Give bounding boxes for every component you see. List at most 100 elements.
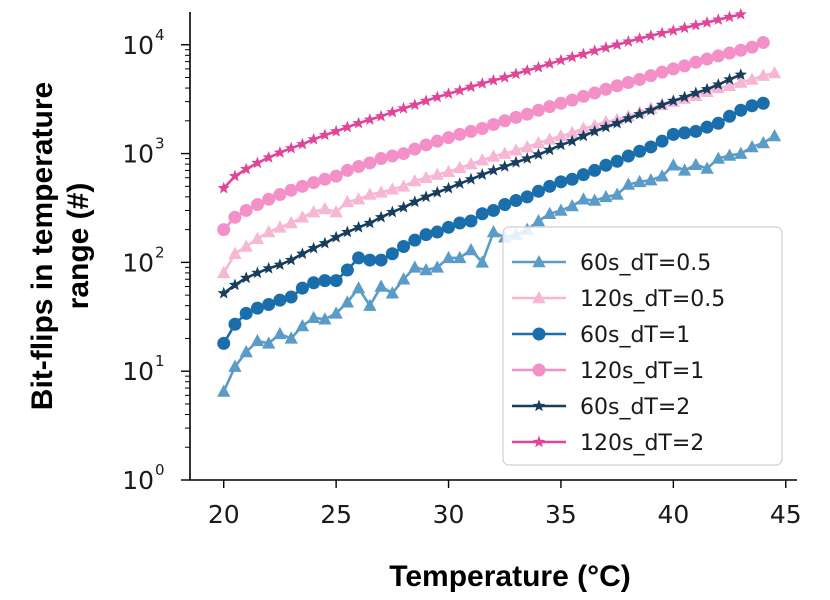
data-point [419, 94, 433, 107]
data-point [340, 295, 355, 308]
data-point [622, 112, 635, 124]
data-point [262, 298, 276, 312]
data-point [520, 107, 534, 121]
data-point [464, 124, 478, 138]
series-60s_dT=2 [217, 68, 747, 299]
data-point [453, 160, 467, 174]
x-axis-title: Temperature (°C) [389, 560, 630, 593]
data-point [453, 83, 466, 96]
data-point [296, 247, 309, 260]
data-point [239, 203, 253, 217]
y-tick-base: 10 [122, 31, 154, 60]
data-point [284, 183, 298, 197]
data-point [644, 173, 658, 186]
data-point [655, 134, 669, 148]
data-point [419, 170, 433, 183]
data-point [419, 263, 433, 276]
data-point [487, 203, 500, 217]
data-point [554, 175, 568, 189]
data-point [419, 228, 433, 242]
data-point [228, 317, 242, 331]
data-point [217, 286, 230, 299]
data-point [476, 77, 489, 89]
data-point [734, 68, 747, 81]
data-point [599, 82, 613, 96]
y-tick-label: 10 4 [122, 26, 164, 60]
series-60s_dT=1 [217, 96, 770, 350]
data-point [554, 129, 568, 142]
data-point [565, 93, 579, 107]
data-point [532, 60, 545, 73]
y-tick-label: 10 0 [122, 461, 164, 495]
data-point [700, 120, 714, 134]
legend-marker [532, 435, 546, 448]
data-point [408, 233, 422, 247]
data-point [442, 131, 456, 145]
data-point [543, 57, 556, 69]
x-tick-label: 40 [657, 500, 689, 529]
data-point [734, 75, 748, 88]
data-point [745, 72, 759, 85]
data-point [217, 265, 231, 279]
y-tick-exponent: 4 [155, 26, 165, 44]
data-point [273, 220, 287, 233]
x-tick-label: 25 [320, 500, 352, 529]
data-point [453, 250, 467, 264]
data-point [554, 96, 568, 110]
y-axis-title: Bit-flips in temperature range (#) [26, 82, 95, 410]
data-point [397, 239, 411, 253]
data-point [621, 149, 635, 163]
data-point [262, 336, 276, 349]
data-point [588, 163, 602, 177]
data-point [250, 333, 265, 347]
data-point [723, 72, 736, 85]
data-point [666, 62, 680, 76]
data-point [689, 157, 703, 170]
data-point [588, 44, 601, 57]
data-point [228, 359, 242, 372]
data-point [341, 225, 354, 238]
data-point [464, 80, 478, 93]
data-point [363, 298, 377, 311]
data-point [239, 345, 253, 358]
y-tick-exponent: 1 [155, 352, 165, 370]
data-point [712, 78, 725, 90]
data-point [284, 290, 298, 304]
data-point [464, 214, 478, 228]
data-point [644, 29, 658, 42]
data-point [251, 266, 264, 279]
data-point [655, 169, 669, 182]
data-point [565, 125, 579, 139]
data-point [374, 210, 388, 223]
data-point [352, 116, 365, 129]
data-point [431, 90, 444, 103]
data-point [610, 154, 624, 168]
data-point [385, 149, 399, 163]
data-point [756, 68, 770, 81]
data-point [217, 181, 230, 194]
data-point [273, 293, 287, 307]
data-point [633, 144, 647, 158]
data-point [441, 164, 456, 178]
data-point [306, 205, 321, 218]
data-point [396, 179, 411, 192]
data-point [318, 236, 332, 249]
data-point [655, 98, 669, 111]
data-point [250, 198, 264, 212]
data-point [734, 7, 747, 20]
data-point [700, 161, 714, 174]
legend-box [502, 226, 783, 466]
data-point [498, 198, 512, 212]
data-point [374, 253, 388, 267]
data-point [554, 53, 568, 66]
data-point [722, 148, 737, 161]
data-point [396, 272, 411, 285]
y-tick-base: 10 [122, 466, 154, 495]
data-point [408, 98, 421, 111]
data-point [340, 194, 355, 208]
data-point [576, 89, 590, 103]
data-point [621, 75, 635, 89]
data-point [531, 136, 546, 149]
data-point [329, 124, 343, 137]
